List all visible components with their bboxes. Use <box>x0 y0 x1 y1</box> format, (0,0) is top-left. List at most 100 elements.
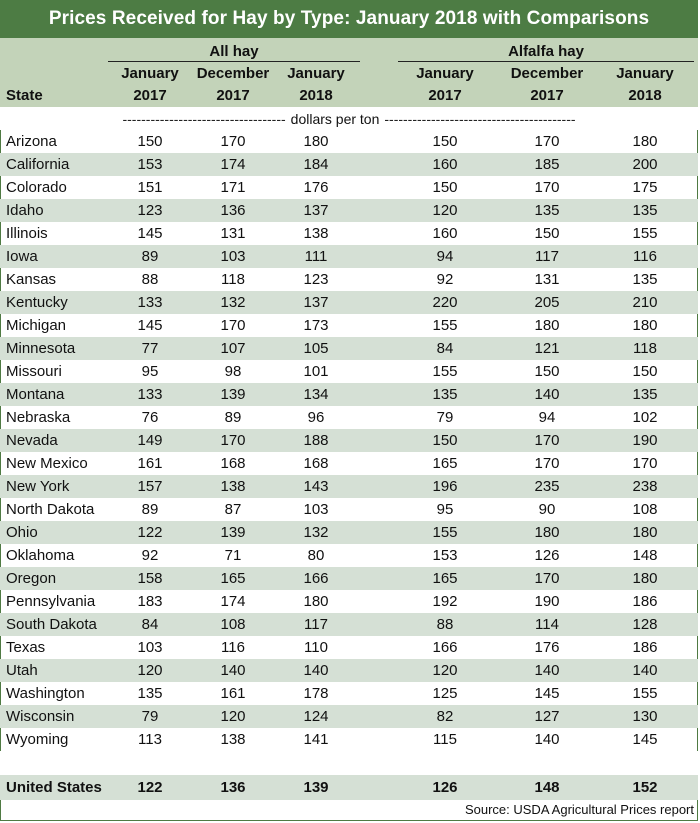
price-value: 116 <box>221 639 245 656</box>
price-value: 135 <box>534 202 560 219</box>
price-value: 138 <box>303 225 329 242</box>
price-value: 130 <box>632 708 658 725</box>
price-value: 155 <box>632 225 658 242</box>
table-row-total: United States 122 136 139 126 148 152 <box>0 775 698 800</box>
price-value: 170 <box>534 432 560 449</box>
price-value: 151 <box>137 179 163 196</box>
price-value: 155 <box>432 524 458 541</box>
price-value: 124 <box>303 708 329 725</box>
col-header-year: 2017 <box>216 87 250 104</box>
price-value: 139 <box>220 386 246 403</box>
state-name: Idaho <box>6 202 44 219</box>
price-value: 190 <box>632 432 658 449</box>
table-row: Oklahoma 92 71 80 153 126 148 <box>0 544 698 567</box>
price-value: 121 <box>534 340 560 357</box>
price-value: 141 <box>303 731 329 748</box>
price-value: 170 <box>534 455 560 472</box>
state-name: New York <box>6 478 70 495</box>
price-value: 120 <box>432 662 458 679</box>
state-name: Pennsylvania <box>6 593 96 610</box>
price-value: 150 <box>534 363 560 380</box>
price-value: 180 <box>632 317 658 334</box>
table-spacer-row <box>0 751 698 775</box>
price-value: 140 <box>534 662 560 679</box>
price-value: 134 <box>303 386 329 403</box>
price-value: 150 <box>432 432 458 449</box>
state-name: New Mexico <box>6 455 88 472</box>
price-value: 238 <box>632 478 658 495</box>
price-value: 180 <box>534 317 560 334</box>
price-value: 171 <box>220 179 246 196</box>
col-header-year: 2018 <box>628 87 662 104</box>
state-name: Missouri <box>6 363 62 380</box>
price-value: 176 <box>534 639 560 656</box>
price-value: 180 <box>632 524 658 541</box>
total-value: 148 <box>534 779 560 796</box>
price-value: 178 <box>303 685 329 702</box>
state-name: Colorado <box>6 179 67 196</box>
price-value: 135 <box>432 386 458 403</box>
price-value: 166 <box>303 570 329 587</box>
price-value: 108 <box>632 501 658 518</box>
state-name: Utah <box>6 662 38 679</box>
price-value: 79 <box>141 708 159 725</box>
price-value: 94 <box>436 248 454 265</box>
price-value: 145 <box>137 225 163 242</box>
state-name: Oregon <box>6 570 57 587</box>
price-value: 135 <box>137 685 163 702</box>
price-value: 92 <box>436 271 454 288</box>
price-value: 183 <box>137 593 163 610</box>
state-name: Montana <box>6 386 65 403</box>
state-name: Arizona <box>6 133 57 150</box>
group-label-all-hay: All hay <box>209 42 259 60</box>
price-value: 95 <box>141 363 159 380</box>
price-value: 114 <box>535 616 559 633</box>
price-value: 117 <box>535 248 559 265</box>
price-value: 107 <box>220 340 246 357</box>
state-name: North Dakota <box>6 501 95 518</box>
price-value: 135 <box>632 202 658 219</box>
price-value: 168 <box>220 455 246 472</box>
total-value: 126 <box>432 779 458 796</box>
price-value: 155 <box>432 317 458 334</box>
price-value: 170 <box>534 570 560 587</box>
col-header-alfalfa-dec-2017: December 2017 <box>502 63 592 107</box>
price-value: 88 <box>141 271 159 288</box>
price-value: 143 <box>303 478 329 495</box>
price-value: 116 <box>633 248 657 265</box>
price-value: 89 <box>141 501 159 518</box>
price-value: 150 <box>534 225 560 242</box>
table-row: Michigan 145 170 173 155 180 180 <box>0 314 698 337</box>
price-value: 133 <box>137 386 163 403</box>
price-value: 137 <box>303 294 329 311</box>
price-value: 155 <box>632 685 658 702</box>
price-value: 132 <box>220 294 246 311</box>
price-value: 140 <box>534 731 560 748</box>
price-value: 145 <box>632 731 658 748</box>
price-value: 88 <box>436 616 454 633</box>
price-value: 160 <box>432 156 458 173</box>
price-value: 180 <box>303 133 329 150</box>
price-value: 165 <box>432 455 458 472</box>
total-value: 152 <box>632 779 658 796</box>
table-row: Iowa 89 103 111 94 117 116 <box>0 245 698 268</box>
price-value: 125 <box>432 685 458 702</box>
price-value: 120 <box>220 708 246 725</box>
state-name: Illinois <box>6 225 48 242</box>
price-value: 180 <box>303 593 329 610</box>
price-value: 79 <box>436 409 454 426</box>
col-header-month: December <box>510 65 584 82</box>
total-state: United States <box>6 779 102 796</box>
price-value: 186 <box>632 639 658 656</box>
table-row: Minnesota 77 107 105 84 121 118 <box>0 337 698 360</box>
table-row: South Dakota 84 108 117 88 114 128 <box>0 613 698 636</box>
price-value: 120 <box>137 662 163 679</box>
price-value: 77 <box>141 340 159 357</box>
price-value: 186 <box>632 593 658 610</box>
col-header-all-dec-2017: December 2017 <box>188 63 278 107</box>
table-row: Missouri 95 98 101 155 150 150 <box>0 360 698 383</box>
price-value: 140 <box>303 662 329 679</box>
units-dashes-right: ----------------------------------------… <box>384 110 576 127</box>
price-value: 153 <box>432 547 458 564</box>
price-value: 166 <box>432 639 458 656</box>
